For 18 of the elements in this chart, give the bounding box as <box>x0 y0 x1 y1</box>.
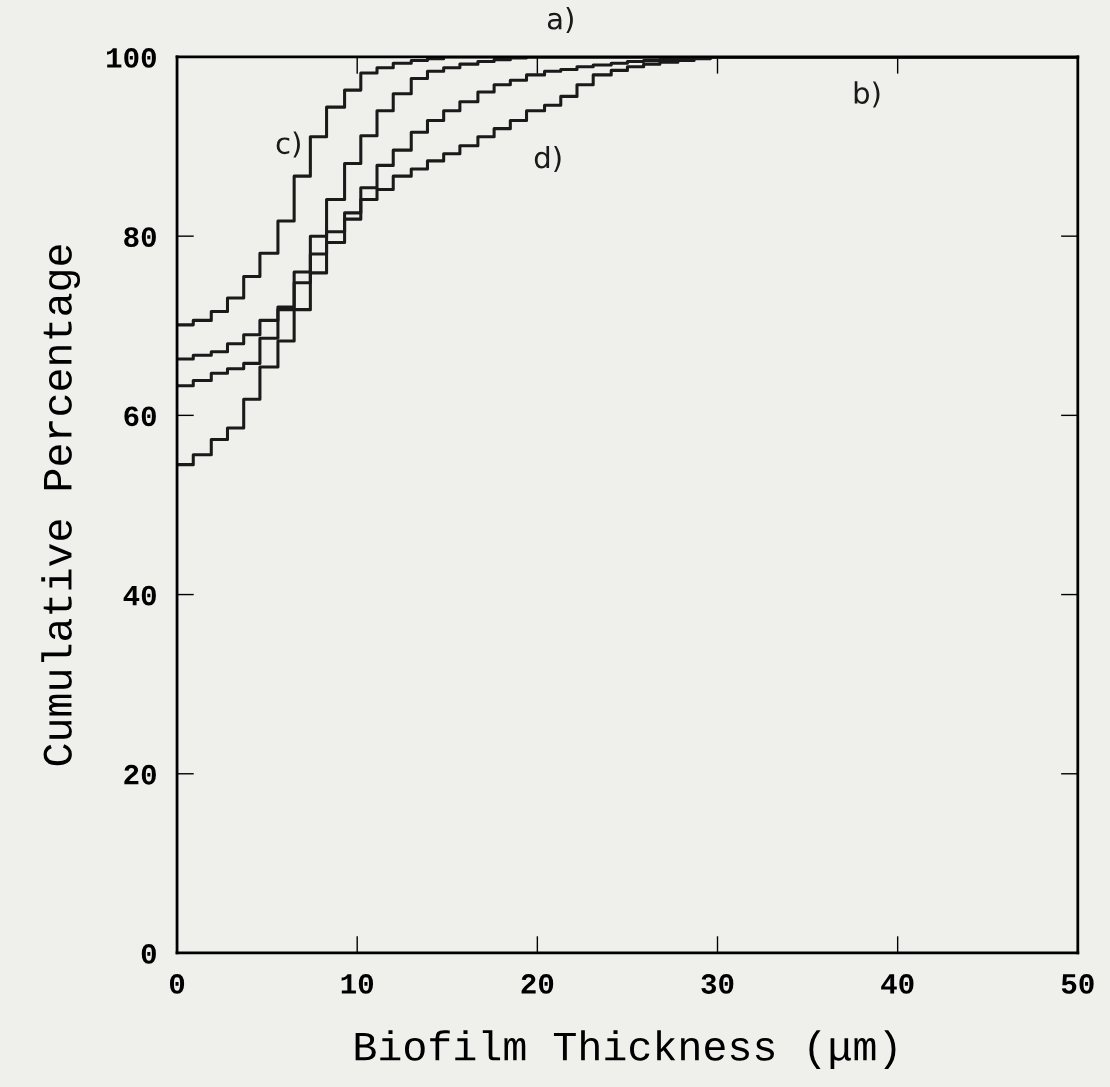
y-tick-label: 20 <box>124 764 156 785</box>
x-tick-label: 30 <box>701 974 734 994</box>
y-tick-label: 80 <box>124 227 156 248</box>
y-tick-label: 0 <box>141 944 156 964</box>
y-axis-title: Cumulative Percentage <box>41 245 81 766</box>
x-axis-title: Biofilm Thickness (μm) <box>355 1030 896 1069</box>
series-label: c) <box>276 131 300 158</box>
y-tick-label: 40 <box>123 585 156 606</box>
x-tick-label: 0 <box>169 974 185 994</box>
y-tick-label: 100 <box>107 48 156 68</box>
series-label: b) <box>854 81 880 108</box>
x-tick-label: 10 <box>341 974 374 994</box>
series-label: d) <box>534 145 561 172</box>
y-tick-label: 60 <box>124 406 156 427</box>
x-tick-label: 20 <box>521 974 554 994</box>
series-label: a) <box>547 7 573 34</box>
x-tick-label: 40 <box>881 974 914 994</box>
x-tick-label: 50 <box>1061 974 1094 994</box>
